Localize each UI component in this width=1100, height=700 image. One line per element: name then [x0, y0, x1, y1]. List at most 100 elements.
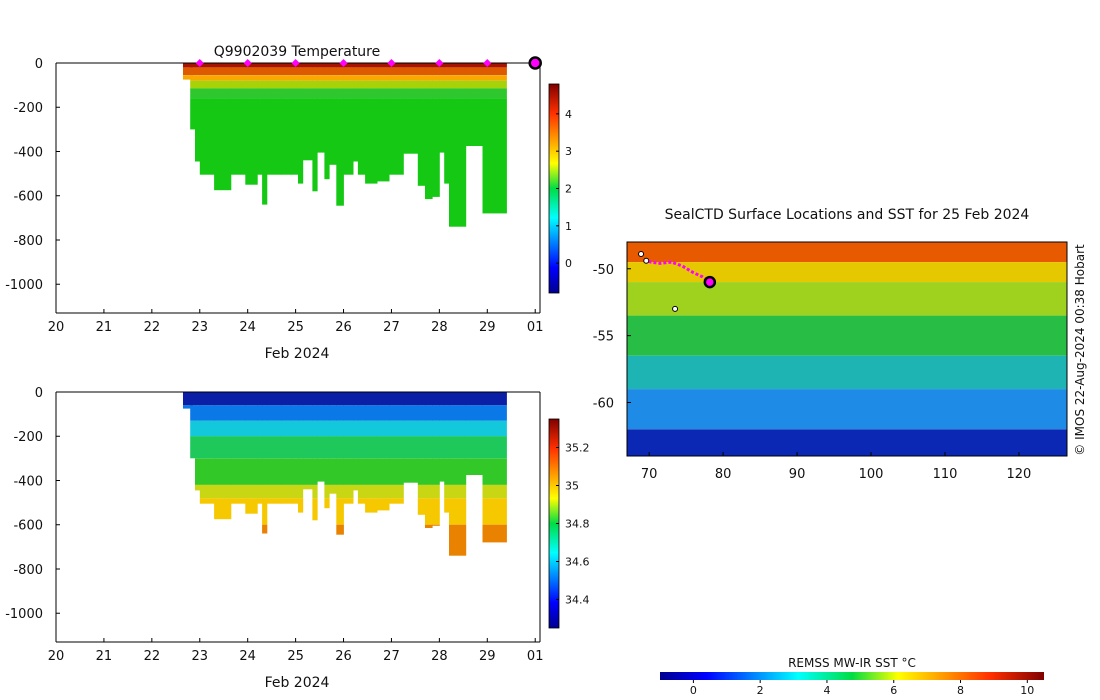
profile-26-band-3	[417, 80, 426, 89]
profile-33-band-6	[482, 498, 507, 525]
profile-18-band-3	[336, 80, 344, 89]
profile-23-band-3	[377, 80, 390, 89]
profile-17-band-5	[329, 484, 337, 494]
profile-8-band-1	[262, 405, 268, 421]
profile-6-band-5	[245, 98, 258, 185]
x-tick-label: 26	[335, 320, 352, 335]
profile-17-band-2	[329, 75, 337, 81]
x-tick-label: 28	[431, 649, 448, 664]
profile-33-band-4	[482, 88, 507, 99]
profile-24-band-5	[389, 98, 404, 175]
profile-32-band-0	[465, 392, 483, 406]
y-tick-label: -400	[13, 145, 43, 160]
profile-11-band-4	[290, 88, 299, 99]
colorbar-tick-label: 35.2	[565, 442, 590, 455]
sst-band-6	[627, 429, 1067, 457]
profile-27-band-2	[425, 75, 433, 81]
profile-23-band-5	[377, 98, 390, 182]
profile-1-band-2	[190, 420, 196, 437]
profile-21-band-5	[357, 484, 366, 499]
profile-27-band-1	[425, 405, 433, 421]
profile-5-band-0	[230, 63, 246, 68]
profile-8-band-0	[262, 63, 268, 68]
profile-14-band-0	[312, 392, 318, 406]
profile-13-band-2	[302, 75, 313, 81]
profile-16-band-1	[324, 405, 330, 421]
profile-33-band-4	[482, 458, 507, 485]
profile-24-band-0	[389, 392, 404, 406]
profile-29-band-4	[439, 88, 445, 99]
profile-18-band-0	[336, 63, 344, 68]
profile-5-band-4	[230, 88, 246, 99]
profile-18-band-4	[336, 88, 344, 99]
profile-20-band-3	[353, 80, 359, 89]
profile-8-band-3	[262, 436, 268, 459]
profile-27-band-7	[425, 524, 433, 528]
profile-30-band-4	[444, 458, 450, 485]
profile-19-band-2	[343, 420, 354, 437]
sst-band-5	[627, 389, 1067, 430]
profile-13-band-1	[302, 405, 313, 421]
profile-15-band-4	[317, 458, 325, 482]
profile-33-band-5	[482, 98, 507, 214]
profile-26-band-5	[417, 484, 426, 499]
profile-16-band-0	[324, 392, 330, 406]
profile-25-band-3	[403, 80, 419, 89]
profile-17-band-5	[329, 98, 337, 165]
profile-9-band-6	[266, 498, 282, 504]
profile-26-band-6	[417, 498, 426, 515]
profile-marker	[435, 59, 444, 67]
profile-26-band-1	[417, 67, 426, 76]
profile-17-band-3	[329, 80, 337, 89]
profile-22-band-4	[365, 88, 378, 99]
profile-15-band-4	[317, 88, 325, 99]
x-tick-label: 25	[287, 320, 304, 335]
profile-28-band-1	[432, 67, 440, 76]
colorbar-tick-label: 3	[565, 145, 572, 158]
profile-17-band-4	[329, 458, 337, 485]
profile-22-band-2	[365, 420, 378, 437]
profile-7-band-5	[257, 484, 263, 499]
profile-26-band-5	[417, 98, 426, 186]
profile-5-band-1	[230, 405, 246, 421]
profile-22-band-1	[365, 405, 378, 421]
profile-27-band-3	[425, 80, 433, 89]
profile-14-band-0	[312, 63, 318, 68]
colorbar-tick-label: 34.6	[565, 556, 590, 569]
profile-11-band-4	[290, 458, 299, 485]
profile-17-band-4	[329, 88, 337, 99]
y-tick-label: 0	[35, 57, 43, 72]
profile-12-band-1	[298, 405, 304, 421]
profile-11-band-5	[290, 98, 299, 175]
profile-11-band-2	[290, 75, 299, 81]
profile-marker	[195, 59, 204, 67]
profile-33-band-2	[482, 75, 507, 81]
profile-31-band-7	[449, 524, 467, 556]
profile-11-band-1	[290, 405, 299, 421]
profile-24-band-1	[389, 405, 404, 421]
profile-13-band-3	[302, 436, 313, 459]
colorbar-tick-label: 34.4	[565, 594, 590, 607]
x-tick-label: 22	[144, 649, 161, 664]
profile-12-band-5	[298, 98, 304, 184]
profile-28-band-5	[432, 484, 440, 499]
profile-21-band-3	[357, 436, 366, 459]
profile-14-band-1	[312, 67, 318, 76]
salinity-axes: 20 21 22 23 24 25 26 27 28 29 01 0 -200 -400 -600 -800 -…	[5, 386, 543, 664]
profile-1-band-3	[190, 436, 196, 459]
profile-22-band-0	[365, 63, 378, 68]
profile-3-band-5	[199, 98, 215, 175]
profile-5-band-2	[230, 420, 246, 437]
profile-22-band-6	[365, 498, 378, 513]
profile-14-band-6	[312, 498, 318, 521]
profile-2-band-0	[195, 392, 201, 406]
profile-2-band-0	[195, 63, 201, 68]
profile-29-band-0	[439, 392, 445, 406]
profile-12-band-5	[298, 484, 304, 499]
x-tick-label: 24	[239, 649, 256, 664]
profile-11-band-3	[290, 80, 299, 89]
profile-20-band-2	[353, 75, 359, 81]
profile-22-band-5	[365, 484, 378, 499]
profile-14-band-5	[312, 98, 318, 192]
profile-3-band-2	[199, 420, 215, 437]
